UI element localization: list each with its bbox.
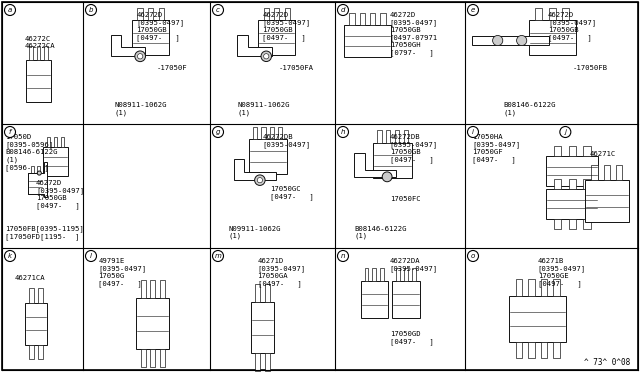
Bar [141,280,146,298]
Bar [554,179,561,189]
Bar [44,147,68,176]
Circle shape [212,4,223,16]
Text: i: i [472,129,474,135]
Text: h: h [340,129,345,135]
Circle shape [212,126,223,138]
Bar [264,8,269,20]
Polygon shape [237,35,271,56]
Bar [38,288,43,303]
Circle shape [138,54,143,59]
Circle shape [467,4,479,16]
Text: 17050D
[0395-0596]
B08146-6122G
(1)
[0596-   ]: 17050D [0395-0596] B08146-6122G (1) [059… [5,134,58,171]
Polygon shape [28,162,47,197]
Bar [373,142,412,178]
Bar [546,189,598,219]
Bar [160,349,164,367]
Bar [150,280,156,298]
Circle shape [37,171,42,175]
Bar [529,20,576,55]
Polygon shape [111,35,145,56]
Circle shape [86,4,97,16]
Text: 17050GC
[0497-   ]: 17050GC [0497- ] [270,186,314,200]
Text: -17050F: -17050F [157,65,188,71]
Bar [31,166,34,173]
Bar [253,126,257,139]
Circle shape [4,250,15,262]
Bar [591,165,598,180]
Bar [26,60,51,102]
Bar [148,8,154,20]
Circle shape [212,250,223,262]
Bar [132,20,170,55]
Text: n: n [340,253,345,259]
Text: g: g [216,129,220,135]
Circle shape [467,250,479,262]
Text: 46271CA: 46271CA [14,275,45,281]
Text: ^ 73^ 0^08: ^ 73^ 0^08 [584,358,630,367]
Polygon shape [234,159,276,180]
Polygon shape [472,36,548,45]
Text: o: o [471,253,475,259]
Circle shape [86,250,97,262]
Bar [54,137,58,147]
Bar [25,303,47,344]
Bar [259,20,295,55]
Text: -17050FB: -17050FB [572,65,607,71]
Bar [509,296,566,342]
Bar [138,8,143,20]
Text: B08146-6122G
(1): B08146-6122G (1) [503,102,556,116]
Bar [365,268,369,281]
Circle shape [493,35,503,46]
Bar [554,279,560,296]
Circle shape [4,4,15,16]
Text: -17050FA: -17050FA [279,65,314,71]
Bar [344,25,390,57]
Bar [395,130,399,142]
Circle shape [4,126,15,138]
Bar [249,139,287,174]
Circle shape [382,172,392,182]
Circle shape [337,4,349,16]
Bar [546,156,598,186]
Bar [535,8,542,20]
Bar [568,146,576,156]
Bar [136,298,170,349]
Circle shape [264,54,269,59]
Text: 46272D
[0395-0497]
17050GB
[0497-   ]: 46272D [0395-0497] 17050GB [0497- ] [36,180,84,209]
Bar [616,165,623,180]
Bar [160,280,164,298]
Bar [360,13,365,25]
Text: 46272DA
[0395-0497]: 46272DA [0395-0497] [390,258,438,272]
Bar [584,179,591,189]
Text: c: c [216,7,220,13]
Text: 17050HA
[0395-0497]
17050GF
[0497-   ]: 17050HA [0395-0497] 17050GF [0497- ] [472,134,520,163]
Text: l: l [90,253,92,259]
Bar [563,8,569,20]
Bar [274,8,280,20]
Bar [159,8,164,20]
Bar [349,13,355,25]
Text: 46272D
[0395-0497]
17050GB
[0497-   ]: 46272D [0395-0497] 17050GB [0497- ] [136,12,184,41]
Bar [549,8,556,20]
Circle shape [255,175,265,185]
Circle shape [560,126,571,138]
Text: a: a [8,7,12,13]
Text: N09911-1062G
(1): N09911-1062G (1) [228,226,281,240]
Text: 46271D
[0395-0497]
17050GA
[0497-   ]: 46271D [0395-0497] 17050GA [0497- ] [257,258,306,287]
Text: 46271B
[0395-0497]
17050GE
[0497-   ]: 46271B [0395-0497] 17050GE [0497- ] [538,258,586,287]
Bar [380,268,384,281]
Text: N08911-1062G
(1): N08911-1062G (1) [115,102,167,116]
Bar [584,146,591,156]
Text: k: k [8,253,12,259]
Bar [541,279,547,296]
Circle shape [337,250,349,262]
Text: B08146-6122G
(1): B08146-6122G (1) [355,226,407,240]
Bar [29,288,34,303]
Bar [584,219,591,229]
Text: 46272DB
[0395-0497]: 46272DB [0395-0497] [262,134,310,148]
Text: d: d [340,7,345,13]
Bar [47,137,51,147]
Bar [36,46,40,60]
Text: 46272D
[0395-0497]
17050GB
[0497-07971
17050GH
[0797-   ]: 46272D [0395-0497] 17050GB [0497-07971 1… [390,12,438,56]
Bar [285,8,290,20]
